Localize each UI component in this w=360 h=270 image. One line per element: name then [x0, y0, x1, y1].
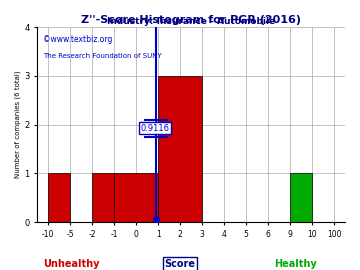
Bar — [48, 173, 70, 222]
Text: Healthy: Healthy — [274, 259, 317, 269]
Text: The Research Foundation of SUNY: The Research Foundation of SUNY — [44, 53, 162, 59]
Text: Industry: Insurance - Automobile: Industry: Insurance - Automobile — [107, 17, 275, 26]
Text: Score: Score — [165, 259, 195, 269]
Bar — [92, 173, 114, 222]
Bar — [290, 173, 312, 222]
Text: 0.9116: 0.9116 — [141, 124, 170, 133]
Bar — [114, 173, 158, 222]
Title: Z''-Score Histogram for PGR (2016): Z''-Score Histogram for PGR (2016) — [81, 15, 301, 25]
Bar — [158, 76, 202, 222]
Text: ©www.textbiz.org: ©www.textbiz.org — [44, 35, 113, 44]
Y-axis label: Number of companies (6 total): Number of companies (6 total) — [15, 71, 22, 178]
Text: Unhealthy: Unhealthy — [43, 259, 100, 269]
